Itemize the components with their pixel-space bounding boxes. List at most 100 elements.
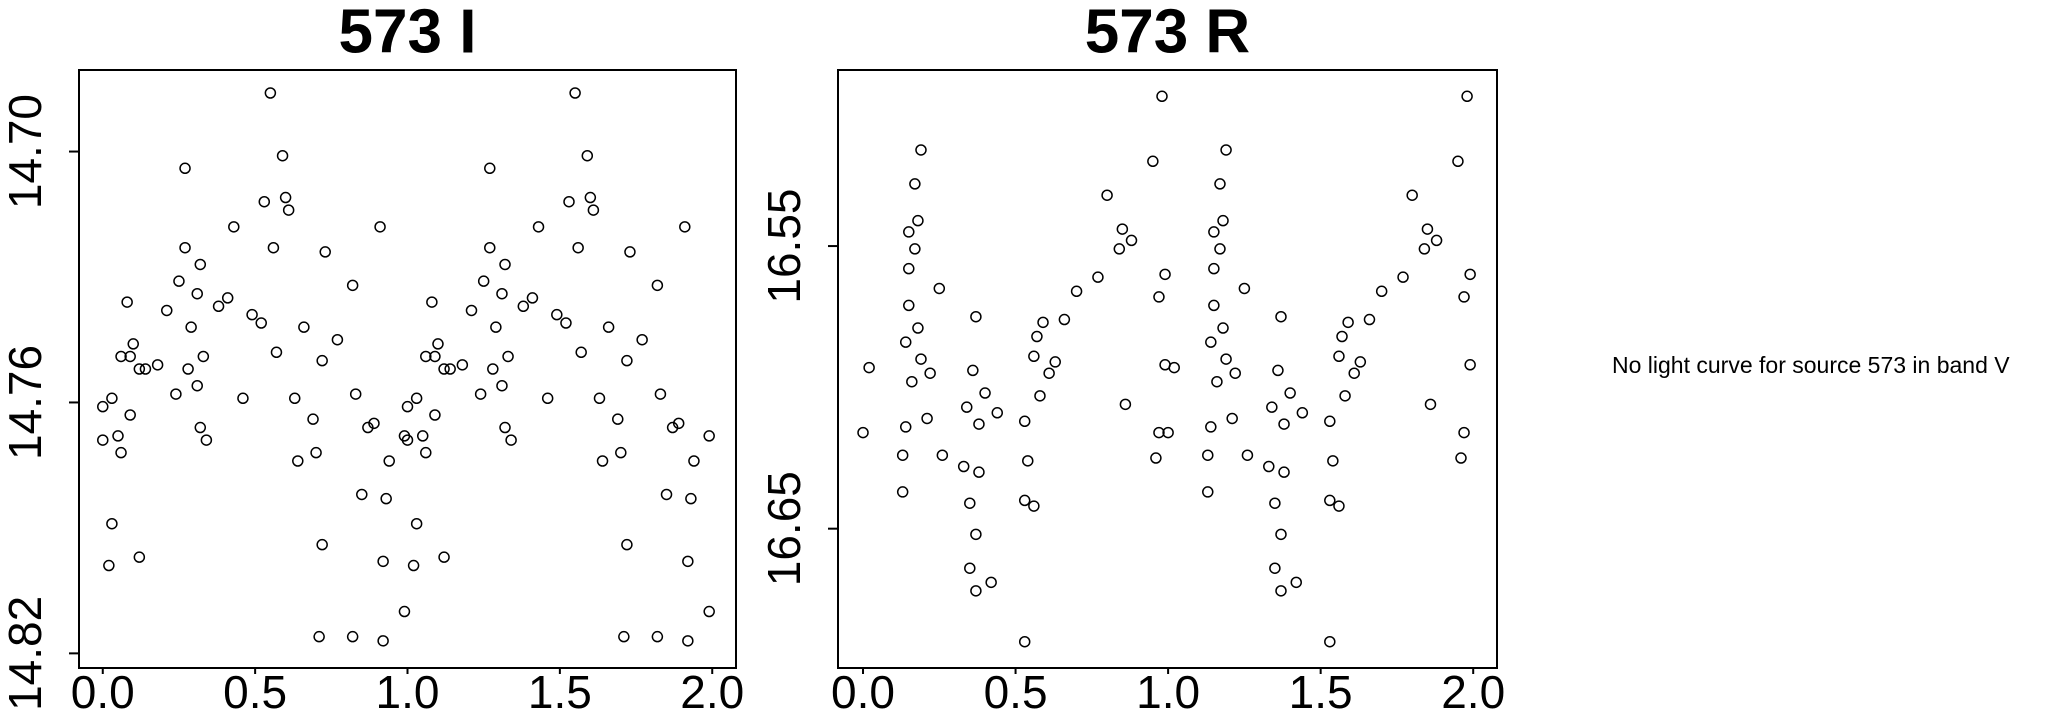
point: [685, 492, 697, 505]
point: [1455, 452, 1467, 464]
point: [429, 350, 441, 363]
point: [651, 279, 664, 292]
point: [967, 364, 979, 377]
point: [1458, 426, 1470, 439]
point: [1464, 268, 1476, 281]
point: [970, 310, 982, 323]
point: [1278, 418, 1290, 430]
point: [1406, 189, 1418, 201]
point: [356, 488, 368, 501]
point: [1150, 452, 1162, 464]
point: [1339, 390, 1351, 402]
point: [899, 336, 912, 348]
point: [1058, 313, 1071, 326]
point: [1229, 367, 1241, 379]
point: [429, 409, 441, 421]
point: [487, 363, 499, 375]
point: [857, 426, 869, 439]
point: [505, 434, 517, 446]
point: [596, 455, 609, 467]
point: [1018, 494, 1031, 507]
point: [602, 321, 615, 333]
point: [1333, 500, 1345, 512]
point: [532, 221, 545, 233]
point: [438, 363, 450, 375]
point: [276, 149, 289, 162]
point: [270, 346, 283, 359]
point: [1159, 268, 1171, 281]
point: [1375, 285, 1388, 298]
point: [444, 363, 456, 375]
point: [933, 282, 946, 295]
point: [1217, 322, 1229, 334]
point: [502, 350, 514, 363]
point: [133, 551, 146, 563]
point: [255, 317, 267, 329]
x-tick-label: 1.5: [528, 666, 592, 718]
point: [569, 87, 581, 99]
point: [1049, 356, 1061, 368]
point: [374, 221, 386, 233]
point: [618, 630, 630, 643]
point: [465, 304, 478, 317]
point: [903, 299, 915, 312]
point: [401, 434, 414, 446]
point: [1275, 310, 1287, 323]
point: [863, 361, 875, 374]
point: [401, 400, 414, 413]
point: [672, 417, 685, 430]
point: [985, 576, 997, 589]
point: [313, 630, 325, 643]
point: [1421, 223, 1434, 235]
point: [1034, 390, 1046, 402]
y-tick-label: 14.82: [0, 596, 51, 711]
point: [496, 379, 508, 392]
point: [124, 409, 136, 421]
point: [1202, 449, 1214, 461]
point: [906, 375, 918, 388]
point: [903, 262, 915, 275]
point: [103, 559, 115, 572]
y-tick-label: 16.65: [758, 471, 810, 586]
point: [584, 191, 597, 204]
point: [490, 321, 502, 333]
point: [1324, 494, 1336, 507]
point: [456, 359, 469, 371]
point: [185, 321, 197, 333]
point: [474, 388, 487, 400]
point: [426, 296, 438, 308]
point: [106, 392, 118, 405]
point: [499, 421, 511, 434]
point: [1037, 316, 1049, 329]
point: [298, 321, 310, 333]
point: [1125, 234, 1138, 247]
point: [1269, 497, 1281, 509]
point: [1461, 90, 1473, 103]
point: [1043, 367, 1055, 379]
point: [1275, 585, 1287, 597]
point: [612, 413, 624, 425]
point: [1269, 562, 1281, 574]
x-tick-label: 0.0: [831, 666, 895, 718]
point: [560, 317, 572, 329]
point: [921, 412, 933, 425]
point: [660, 488, 673, 501]
point: [258, 195, 271, 208]
point: [112, 430, 124, 442]
point: [499, 258, 511, 271]
point: [957, 460, 970, 473]
point: [1028, 350, 1040, 363]
point: [484, 162, 496, 175]
point: [581, 149, 594, 162]
point: [197, 350, 210, 363]
point: [288, 392, 301, 405]
point: [912, 214, 924, 227]
point: [915, 353, 927, 365]
point: [1354, 356, 1367, 368]
point: [1275, 528, 1287, 541]
point: [383, 455, 395, 467]
point: [1018, 635, 1031, 648]
point: [127, 338, 139, 350]
point: [264, 87, 277, 99]
point: [1238, 282, 1251, 295]
